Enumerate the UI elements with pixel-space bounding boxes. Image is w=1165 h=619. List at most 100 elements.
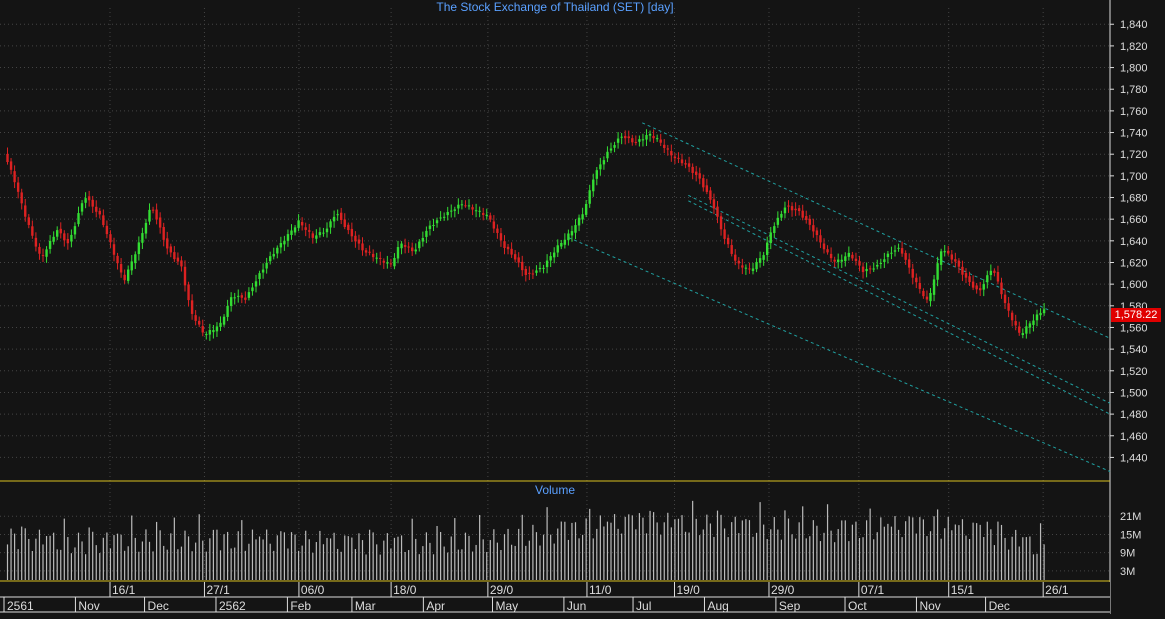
candle-body [308, 230, 311, 232]
candle-body [166, 238, 169, 249]
candle-body [819, 235, 822, 243]
candle-body [517, 257, 520, 263]
candle-body [741, 265, 744, 268]
candle-body [691, 166, 694, 173]
candle-body [396, 247, 400, 259]
candle-body [361, 243, 364, 251]
candle-body [897, 247, 900, 249]
candle-body [922, 290, 925, 297]
y-tick-label: 1,480 [1120, 409, 1148, 421]
candle-body [755, 261, 758, 270]
candle-body [829, 253, 833, 259]
candle-body [627, 136, 630, 139]
candle-body [986, 275, 989, 283]
candle-body [432, 224, 435, 226]
candle-body [932, 279, 936, 295]
candle-body [233, 297, 236, 299]
candle-body [1042, 309, 1046, 314]
trend-channel-line [688, 200, 1111, 415]
candle-body [6, 153, 9, 163]
candle-body [368, 251, 371, 253]
date-label-top: 29/0 [490, 583, 514, 597]
date-label-top: 29/0 [771, 583, 795, 597]
candle-body [762, 255, 765, 260]
candle-body [947, 250, 950, 254]
candle-body [1035, 314, 1039, 321]
candle-body [695, 171, 698, 175]
candle-body [783, 207, 787, 214]
date-label-bottom: Aug [707, 599, 728, 613]
candle-body [815, 230, 819, 236]
candle-body [758, 258, 762, 263]
volume-tick-label: 3M [1120, 566, 1135, 578]
candle-body [70, 234, 73, 242]
candle-body [183, 266, 187, 286]
y-tick-label: 1,500 [1120, 387, 1148, 399]
candle-body [98, 210, 101, 215]
y-tick-label: 1,680 [1120, 193, 1148, 205]
candle-body [499, 233, 503, 241]
candle-body [684, 163, 687, 165]
candle-body [538, 267, 542, 270]
candle-body [389, 263, 393, 265]
candle-body [382, 260, 385, 263]
candle-body [290, 230, 293, 235]
candle-body [300, 222, 304, 226]
candle-body [719, 216, 723, 230]
date-label-bottom: Dec [989, 599, 1010, 613]
candle-body [492, 221, 496, 229]
candle-body [663, 144, 666, 148]
candle-body [943, 251, 946, 253]
candle-body [780, 213, 783, 218]
candle-body [84, 198, 87, 203]
candle-body [553, 252, 556, 258]
candle-body [961, 266, 964, 275]
volume-tick-label: 15M [1120, 529, 1141, 541]
candle-body [123, 274, 126, 281]
y-tick-label: 1,440 [1120, 452, 1148, 464]
last-price-tag: 1,578.22 [1111, 308, 1161, 322]
candle-body [911, 268, 914, 278]
candle-body [283, 240, 286, 245]
candle-body [723, 229, 726, 239]
candle-body [247, 292, 251, 298]
y-tick-label: 1,800 [1120, 63, 1148, 75]
candle-body [137, 242, 141, 255]
date-label-bottom: Jun [567, 599, 586, 613]
candle-body [1010, 312, 1014, 321]
y-tick-label: 1,780 [1120, 84, 1148, 96]
candle-body [698, 173, 701, 179]
y-tick-label: 1,560 [1120, 322, 1148, 334]
y-tick-label: 1,820 [1120, 41, 1148, 53]
candle-body [411, 247, 414, 252]
candle-body [190, 300, 194, 314]
candle-body [648, 133, 652, 136]
candle-body [311, 233, 314, 238]
candle-body [148, 209, 151, 222]
y-tick-label: 1,640 [1120, 236, 1148, 248]
candle-body [787, 205, 790, 207]
candle-body [950, 254, 953, 260]
candle-body [45, 249, 48, 257]
candle-body [237, 295, 240, 297]
candle-body [471, 207, 474, 210]
candle-body [893, 250, 897, 252]
candle-body [549, 256, 552, 261]
candle-body [1003, 294, 1007, 304]
candle-body [908, 259, 911, 268]
candle-body [606, 151, 609, 159]
y-tick-label: 1,540 [1120, 344, 1148, 356]
candle-body [318, 232, 322, 236]
candle-body [198, 320, 201, 325]
candle-body [95, 206, 98, 212]
candle-body [837, 259, 840, 263]
candle-body [1032, 320, 1035, 325]
candle-body [258, 273, 261, 280]
candle-body [709, 190, 712, 200]
candle-body [918, 283, 922, 289]
candle-body [652, 135, 655, 139]
y-tick-label: 1,520 [1120, 366, 1148, 378]
candle-body [13, 171, 16, 183]
date-label-bottom: Jul [636, 599, 651, 613]
